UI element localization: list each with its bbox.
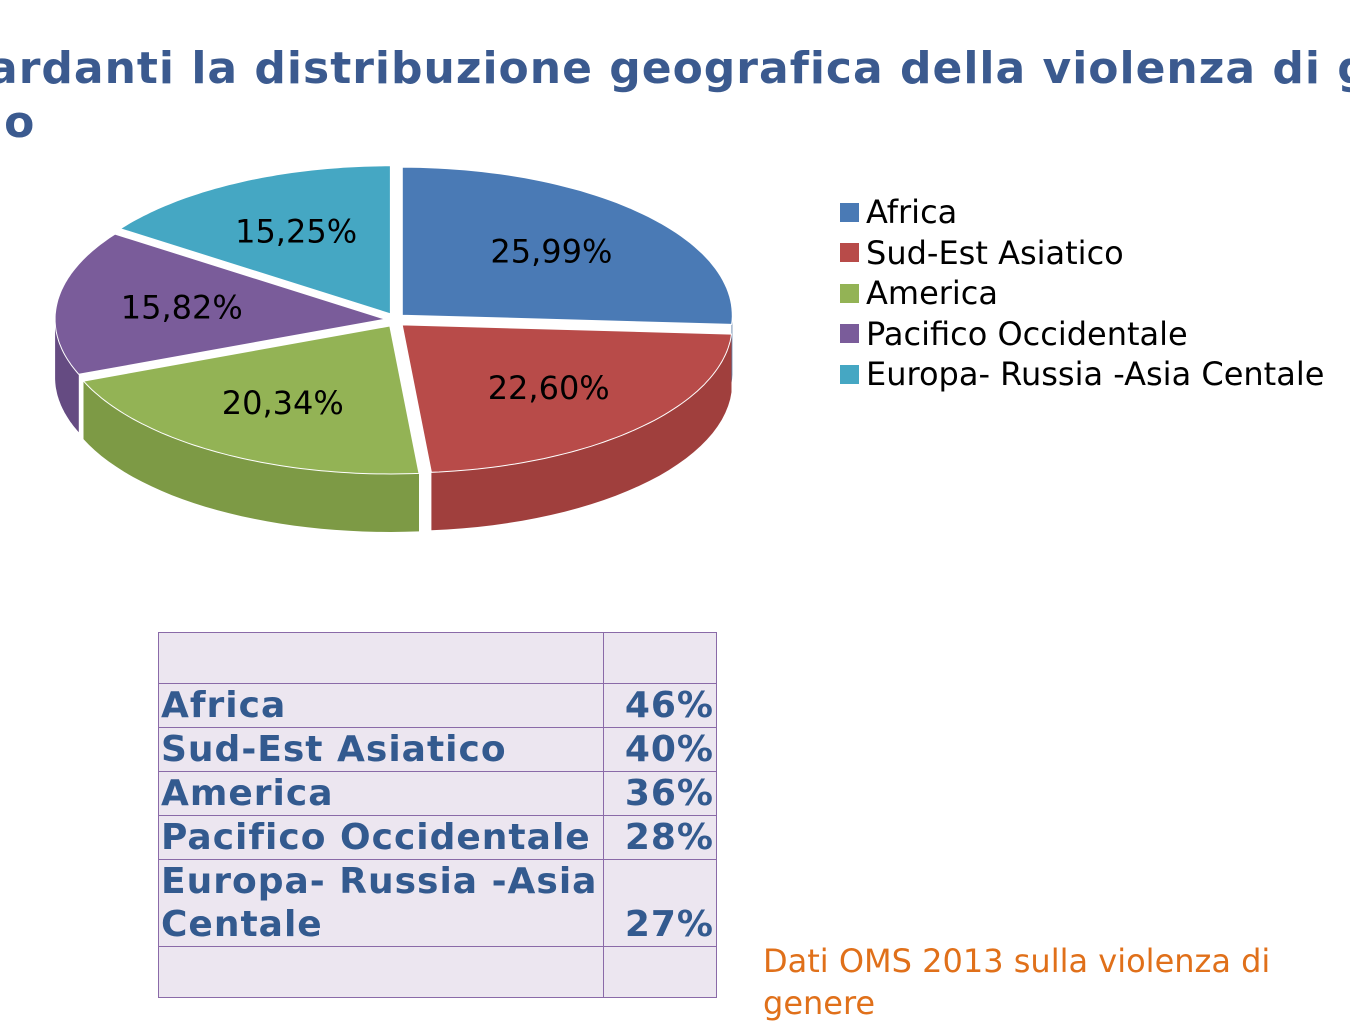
table-row: America 36% [158,771,717,816]
table-cell-region: Europa- Russia -Asia Centale [158,859,604,947]
slide-title-line-1: ardanti la distribuzione geografica dell… [0,43,1350,94]
legend-swatch-sud-est-asiatico [840,243,859,263]
legend-swatch-europa [840,364,859,384]
pie-data-label-2: 20,34% [222,384,344,422]
table-cell-value: 36% [603,771,717,816]
pie-side-1 [431,334,732,531]
pie-side-2 [83,381,419,532]
legend-label: Sud-Est Asiatico [866,233,1124,272]
table-cell-value: 28% [603,815,717,860]
legend-label: Pacifico Occidentale [866,314,1188,353]
pie-tops [54,165,733,475]
pie-side-0 [731,315,733,383]
source-note: Dati OMS 2013 sulla violenza di genere [763,942,1271,1022]
legend-item-africa: Africa [840,192,1324,233]
table-cell-region: Africa [158,683,604,728]
pie-slice-0 [401,166,733,325]
table-row: Sud-Est Asiatico 40% [158,727,717,772]
table-cell-value: 27% [603,859,717,947]
pie-slice-4 [119,165,391,315]
legend-label: America [866,274,998,313]
pie-data-label-1: 22,60% [488,369,610,407]
pie-slice-1 [401,324,733,473]
table-cell-region: Pacifico Occidentale [158,815,604,860]
chart-legend: Africa Sud-Est Asiatico America Pacifico… [840,192,1324,395]
pie-chart: 25,99% 22,60% 20,34% 15,82% 15,25% [54,165,733,532]
table-cell-region: Sud-Est Asiatico [158,727,604,772]
legend-label: Africa [866,193,958,232]
legend-item-america: America [840,273,1324,314]
slide-title: ardanti la distribuzione geografica dell… [0,42,1350,150]
table-row-empty [158,632,717,684]
table-row: Africa 46% [158,683,717,728]
table-cell [603,946,717,998]
table-cell-region-line-2: Centale [161,904,323,945]
table-cell [158,632,604,684]
pie-data-label-4: 15,25% [235,212,357,250]
legend-item-europa: Europa- Russia -Asia Centale [840,354,1324,395]
pie-data-label-3: 15,82% [121,289,243,327]
pie-labels: 25,99% 22,60% 20,34% 15,82% 15,25% [121,212,613,422]
legend-swatch-america [840,283,859,303]
table-cell-region: America [158,771,604,816]
legend-swatch-africa [840,202,859,222]
table-cell-region-line-1: Europa- Russia -Asia [161,861,598,902]
table-cell-value: 40% [603,727,717,772]
legend-swatch-pacifico-occidentale [840,324,859,344]
pie-slice-2 [82,325,420,475]
table-row-empty [158,946,717,998]
pie-data-label-0: 25,99% [490,232,612,270]
table-row: Pacifico Occidentale 28% [158,815,717,860]
table-row: Europa- Russia -Asia Centale 27% [158,859,717,947]
legend-label: Europa- Russia -Asia Centale [866,355,1325,394]
table-cell-value: 46% [603,683,717,728]
pie-slice-3 [54,233,386,375]
legend-item-sud-est-asiatico: Sud-Est Asiatico [840,233,1324,274]
legend-item-pacifico-occidentale: Pacifico Occidentale [840,314,1324,355]
slide-title-line-2: lo [0,97,36,148]
table-cell [603,632,717,684]
table-cell [158,946,604,998]
data-table: Africa 46% Sud-Est Asiatico 40% America … [158,632,717,998]
